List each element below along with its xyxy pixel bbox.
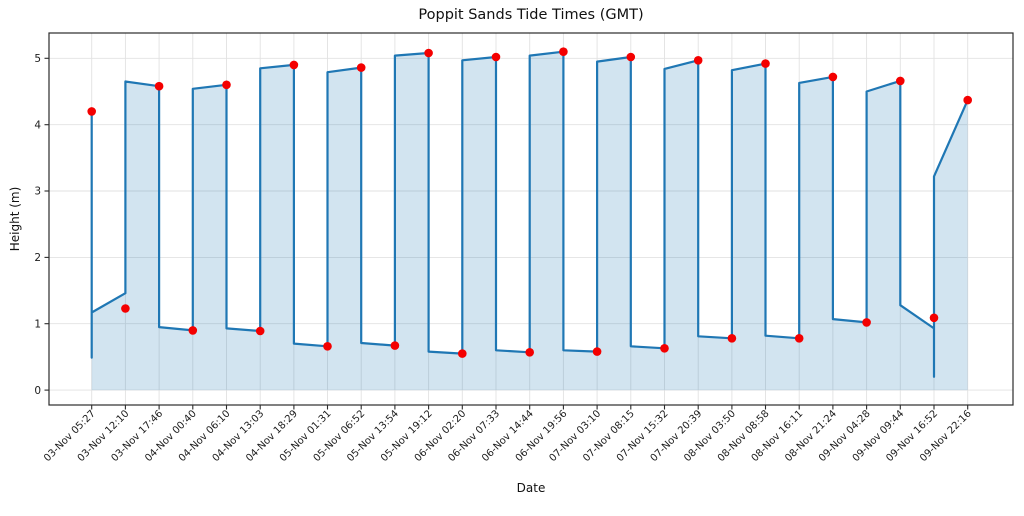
tide-event-dot-high — [424, 48, 433, 58]
y-tick-label: 1 — [34, 318, 41, 330]
tide-event-dot-high — [87, 107, 96, 116]
chart-title: Poppit Sands Tide Times (GMT) — [418, 7, 644, 23]
tide-event-dot-low — [188, 326, 198, 335]
y-tick-label: 3 — [34, 186, 41, 198]
tide-event-dot-low — [592, 347, 602, 356]
axes-frame — [48, 32, 1014, 406]
y-tick-label: 4 — [34, 119, 41, 131]
y-tick-label: 5 — [34, 53, 41, 65]
tide-event-dot-low — [255, 326, 265, 336]
y-tick-labels: 0 1 2 3 4 5 — [34, 53, 41, 397]
tide-event-dot-high — [222, 80, 231, 90]
tide-event-dot-low — [458, 349, 467, 358]
tide-event-dot-high — [963, 95, 972, 105]
tide-event-dot-low — [323, 342, 332, 351]
tide-event-dot-high — [693, 56, 703, 65]
y-tick-label: 0 — [34, 385, 41, 397]
y-axis-label: Height (m) — [8, 186, 22, 252]
tide-event-dot-high — [154, 81, 164, 91]
tide-event-dot-low — [727, 334, 737, 343]
tide-event-dot-high — [559, 47, 568, 56]
tide-event-dot-high — [761, 59, 770, 68]
tide-event-dot-low — [794, 334, 804, 343]
tide-event-dot-high — [828, 72, 838, 82]
tide-dots — [87, 47, 972, 358]
y-ticks — [44, 57, 49, 391]
tide-event-dot-low — [525, 348, 534, 357]
tide-event-dot-high — [896, 76, 905, 86]
tide-event-dot-high — [356, 63, 366, 72]
tide-event-dot-low — [862, 318, 871, 327]
tide-event-dot-low — [121, 304, 130, 313]
x-ticks — [91, 405, 969, 410]
tide-event-dot-high — [491, 52, 501, 62]
x-axis-label: Date — [516, 481, 546, 495]
y-tick-label: 2 — [34, 252, 41, 264]
tide-event-dot-high — [289, 60, 299, 70]
tide-event-dot-low — [660, 344, 669, 353]
tide-event-dot-low — [390, 341, 400, 350]
tide-event-dot-low — [929, 313, 939, 323]
tide-event-dot-high — [626, 52, 636, 62]
